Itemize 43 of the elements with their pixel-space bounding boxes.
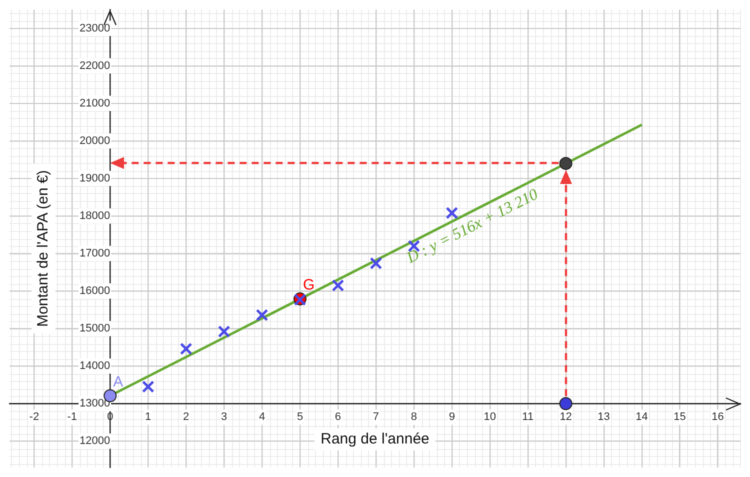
point [256, 308, 268, 322]
point [142, 380, 154, 393]
x-tick-label: 2 [183, 411, 190, 424]
y-tick-label: 17000 [80, 248, 110, 260]
y-tick-label: 14000 [80, 360, 110, 372]
point [559, 397, 572, 410]
annotation: D : y = 516x + 13 210 [403, 186, 541, 268]
y-axis-title: Montant de l'APA (en €) [34, 170, 52, 327]
x-axis-title: Rang de l'année [320, 430, 430, 448]
x-tick-label: 13 [598, 411, 610, 424]
x-tick-label: 5 [296, 411, 304, 424]
x-tick-label: -1 [67, 411, 78, 424]
y-tick-label: 16000 [80, 285, 110, 298]
x-tick-label: 7 [372, 411, 380, 424]
point [332, 279, 344, 292]
x-tick-label: 4 [258, 411, 266, 424]
y-tick-label: 21000 [80, 97, 110, 110]
x-tick-label: 9 [448, 411, 455, 424]
y-tick-label: 23000 [80, 22, 110, 34]
annotation: G [303, 276, 315, 294]
x-tick-label: 14 [636, 411, 648, 424]
point [370, 257, 382, 270]
x-tick-label: 8 [410, 411, 417, 424]
x-tick-label: 16 [712, 411, 724, 424]
y-tick-label: 12000 [80, 435, 110, 448]
x-tick-label: 3 [220, 411, 228, 424]
y-tick-label: 22000 [80, 60, 110, 72]
x-tick-label: 11 [522, 411, 534, 424]
x-tick-label: 6 [334, 411, 342, 424]
x-tick-label: 10 [484, 411, 496, 424]
x-tick-label: -2 [29, 411, 40, 424]
y-tick-label: 20000 [80, 134, 110, 147]
x-tick-label: 12 [560, 411, 572, 424]
x-tick-label: 15 [674, 411, 686, 424]
y-tick-label: 15000 [80, 322, 110, 335]
point [559, 156, 572, 170]
point [446, 206, 458, 220]
y-tick-label: 18000 [80, 210, 110, 222]
y-tick-label: 19000 [80, 172, 110, 184]
point [218, 325, 230, 338]
x-tick-label: 1 [145, 411, 152, 424]
point [180, 342, 192, 356]
annotation: A [113, 373, 124, 390]
